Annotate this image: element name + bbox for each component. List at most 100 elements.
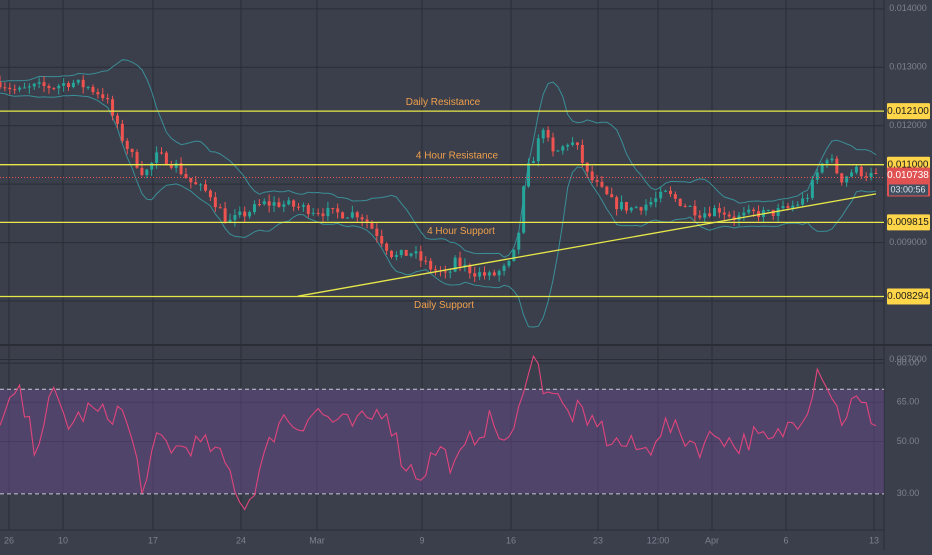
- price-labels: 0.012100 0.011000 0.009815 0.008294 0.010738…: [887, 103, 930, 305]
- candle-body: [708, 213, 712, 217]
- candle-body: [252, 204, 256, 213]
- candle-body: [703, 213, 707, 218]
- candle-body: [115, 115, 119, 124]
- price-tick-label: 0.009000: [889, 237, 927, 247]
- candle-body: [820, 163, 824, 173]
- candle-body: [22, 87, 26, 89]
- price-tick-label: 0.013000: [889, 62, 927, 72]
- candle: [717, 202, 721, 218]
- candle: [233, 209, 237, 227]
- candle: [644, 199, 648, 216]
- candle: [419, 245, 423, 268]
- candle-body: [566, 144, 570, 147]
- candle: [213, 191, 217, 212]
- candle-body: [482, 272, 486, 276]
- candle-body: [487, 272, 491, 276]
- candle-body: [326, 208, 330, 217]
- candle-body: [717, 208, 721, 213]
- candle-body: [624, 202, 628, 211]
- candle: [624, 201, 628, 214]
- candle-body: [791, 205, 795, 208]
- candle-body: [732, 216, 736, 220]
- candle-body: [321, 213, 325, 217]
- candle-body: [536, 138, 540, 162]
- candle-body: [27, 86, 31, 88]
- candle-body: [585, 162, 589, 172]
- candle: [429, 258, 433, 273]
- price-tick-label: 0.007000: [889, 354, 927, 364]
- candle: [805, 193, 809, 203]
- candle-body: [71, 82, 75, 88]
- candle: [326, 201, 330, 221]
- candle-body: [434, 269, 438, 271]
- candle: [208, 189, 212, 202]
- candle: [0, 75, 2, 90]
- candle: [159, 147, 163, 155]
- candle: [771, 209, 775, 220]
- level-lines[interactable]: [0, 110, 884, 298]
- candle: [546, 126, 550, 142]
- candle: [199, 183, 203, 191]
- candle: [850, 169, 854, 178]
- candle: [556, 149, 560, 152]
- candle: [541, 127, 545, 144]
- candle: [96, 88, 100, 99]
- candle: [3, 82, 7, 92]
- candle: [801, 193, 805, 207]
- candle-body: [776, 208, 780, 217]
- time-tick-label: 23: [593, 535, 603, 545]
- candle: [360, 214, 364, 227]
- candle-body: [297, 206, 301, 208]
- candle-body: [262, 201, 266, 205]
- candle: [204, 179, 208, 193]
- candle-body: [830, 158, 834, 161]
- time-tick-label: 10: [58, 535, 68, 545]
- candle-body: [517, 232, 521, 250]
- candle-body: [859, 166, 863, 177]
- candle-body: [155, 152, 159, 163]
- candle-body: [3, 87, 7, 89]
- candle: [859, 165, 863, 180]
- candle-body: [86, 86, 90, 88]
- candle-body: [238, 211, 242, 216]
- candle-body: [375, 228, 379, 236]
- candle: [8, 82, 12, 95]
- candle: [781, 200, 785, 210]
- candle: [282, 200, 286, 213]
- candle-body: [615, 197, 619, 210]
- candle: [306, 203, 310, 218]
- candle: [639, 206, 643, 215]
- candle-body: [204, 184, 208, 191]
- level-price-label-bg: [887, 288, 930, 305]
- candle-body: [409, 253, 413, 256]
- candle: [864, 172, 868, 182]
- candle-body: [130, 149, 134, 152]
- candle-body: [164, 152, 168, 166]
- candle: [399, 249, 403, 258]
- candle: [473, 266, 477, 282]
- candle: [115, 112, 119, 129]
- candle: [522, 185, 526, 235]
- candle: [223, 202, 227, 224]
- candle-body: [649, 202, 653, 205]
- candle-body: [47, 85, 51, 89]
- candle-body: [850, 172, 854, 177]
- trendline[interactable]: [297, 193, 877, 297]
- candle: [683, 203, 687, 208]
- candle: [757, 205, 761, 222]
- candle-body: [453, 257, 457, 272]
- candle: [331, 207, 335, 214]
- candle-body: [727, 214, 731, 217]
- candle-body: [390, 250, 394, 258]
- candle-body: [277, 202, 281, 207]
- candle-body: [580, 144, 584, 163]
- candle-body: [341, 212, 345, 219]
- candle: [698, 210, 702, 220]
- candle-body: [96, 92, 100, 95]
- candle: [673, 191, 677, 203]
- trendline-group[interactable]: [297, 193, 877, 297]
- level-price-label: 0.012100: [887, 106, 929, 117]
- candle: [512, 249, 516, 262]
